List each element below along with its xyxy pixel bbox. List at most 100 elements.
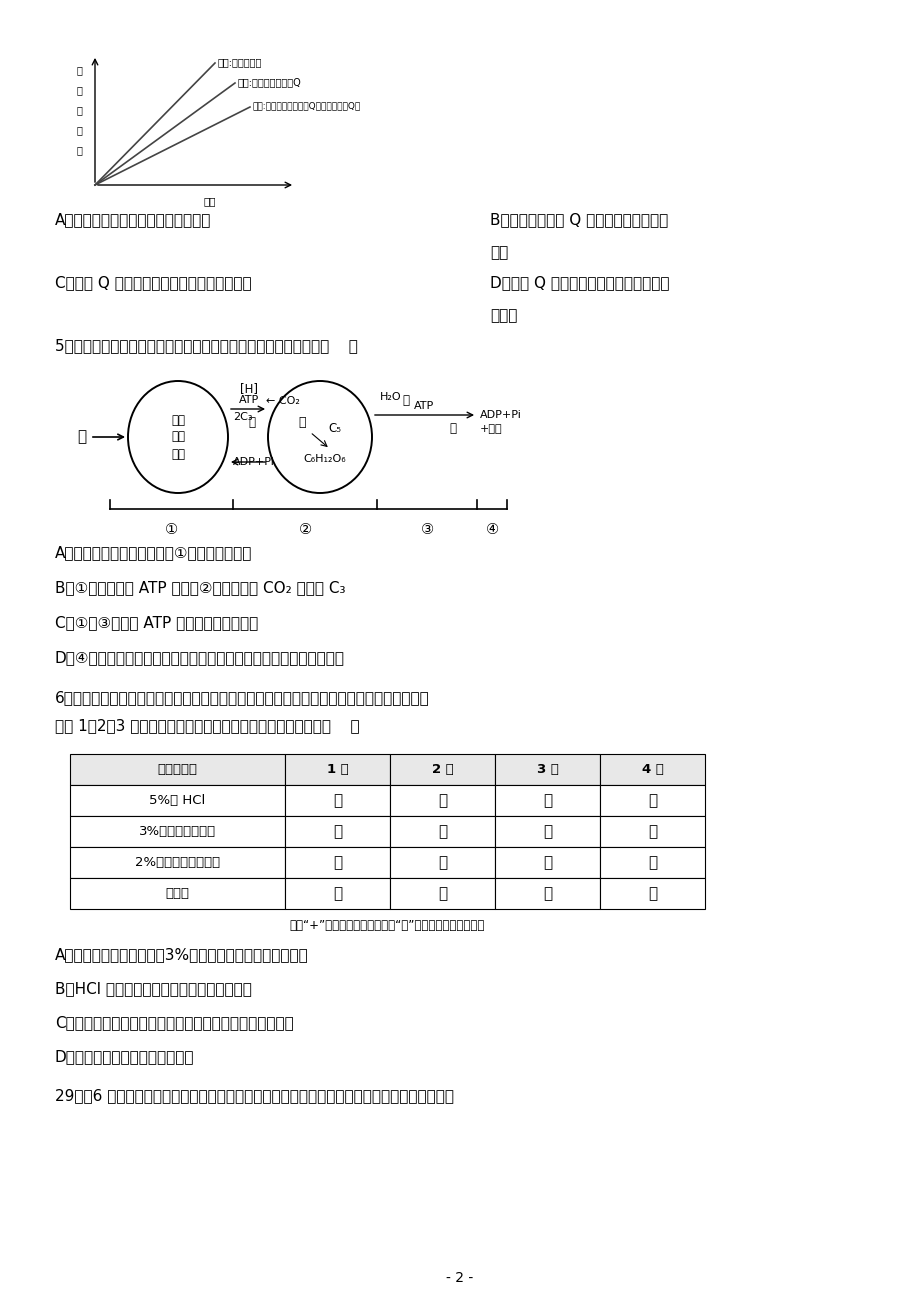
Text: 菌: 菌 — [76, 85, 82, 95]
Text: C．物质 Q 对细菌的繁殖没有直接的抑制作用: C．物质 Q 对细菌的繁殖没有直接的抑制作用 — [55, 275, 252, 290]
Text: ATP: ATP — [414, 401, 434, 411]
Bar — [390, 816, 494, 848]
Text: C₆H₁₂O₆: C₆H₁₂O₆ — [303, 454, 346, 464]
Text: 注：“+”代表添加对应的物质；“－”代表未添加对应的物质: 注：“+”代表添加对应的物质；“－”代表未添加对应的物质 — [289, 919, 484, 932]
Text: ②: ② — [298, 522, 312, 536]
Text: 29．（6 分）某湖泊湿地地势开阔，生物多样性十分丰富，孕育着多种野生植物、野生动物和微: 29．（6 分）某湖泊湿地地势开阔，生物多样性十分丰富，孕育着多种野生植物、野生… — [55, 1088, 453, 1103]
Text: C₅: C₅ — [328, 423, 341, 435]
Text: D．④中的能量可用于肌肉收缩、人的红细胞吸收葡萄糖、兴奋传导等: D．④中的能量可用于肌肉收缩、人的红细胞吸收葡萄糖、兴奋传导等 — [55, 650, 345, 665]
Bar — [70, 878, 285, 909]
Text: ＋: ＋ — [333, 824, 342, 838]
Text: －: － — [333, 793, 342, 809]
Text: 5%的 HCl: 5%的 HCl — [149, 794, 206, 807]
Text: H₂O: H₂O — [380, 392, 402, 402]
Text: - 2 -: - 2 - — [446, 1271, 473, 1285]
Text: C．根据实验结果可判断，酸性条件下淠粉酶是否具有活性: C．根据实验结果可判断，酸性条件下淠粉酶是否具有活性 — [55, 1016, 293, 1030]
Bar — [599, 878, 704, 909]
Text: ＋: ＋ — [437, 793, 447, 809]
Text: 绿叶
中的
色素: 绿叶 中的 色素 — [171, 414, 185, 461]
Text: 酶: 酶 — [448, 423, 456, 435]
Text: 2 组: 2 组 — [431, 763, 453, 776]
Text: 2C₃: 2C₃ — [233, 411, 252, 422]
Text: 酶: 酶 — [248, 415, 255, 428]
Text: 1 组: 1 组 — [326, 763, 348, 776]
Text: A．由检测结果可以推断，3%可溶性淠粉溶液中混有还原糖: A．由检测结果可以推断，3%可溶性淠粉溶液中混有还原糖 — [55, 947, 309, 962]
Text: ← CO₂: ← CO₂ — [266, 396, 300, 406]
Bar — [599, 785, 704, 816]
Text: 死: 死 — [76, 105, 82, 115]
Text: ④: ④ — [485, 522, 498, 536]
Bar — [494, 785, 599, 816]
Text: ＋: ＋ — [647, 885, 656, 901]
Text: 添加的物质: 添加的物质 — [157, 763, 198, 776]
Text: ＋: ＋ — [542, 885, 551, 901]
Text: +能量: +能量 — [480, 424, 502, 434]
Text: ③: ③ — [420, 522, 433, 536]
Text: 时间: 时间 — [203, 197, 216, 206]
Text: C．①、③中合成 ATP 所需的能量来源不同: C．①、③中合成 ATP 所需的能量来源不同 — [55, 615, 258, 630]
Text: A．利福平会抑制细菌细胞的转录过程: A．利福平会抑制细菌细胞的转录过程 — [55, 212, 211, 227]
Text: －: － — [647, 793, 656, 809]
Bar — [599, 848, 704, 878]
Text: －: － — [437, 885, 447, 901]
Text: D．该实验不能证明酶具有专一性: D．该实验不能证明酶具有专一性 — [55, 1049, 194, 1064]
Text: ＋: ＋ — [437, 855, 447, 870]
Bar — [390, 785, 494, 816]
Bar — [285, 754, 390, 785]
Text: 6．生物兴趣小组在四组试管中加入的物质如下表，保温一段时间后，用斑林试剂进行检测，: 6．生物兴趣小组在四组试管中加入的物质如下表，保温一段时间后，用斑林试剂进行检测… — [55, 690, 429, 704]
Text: [H]: [H] — [240, 383, 257, 396]
Text: 4 组: 4 组 — [641, 763, 663, 776]
Bar — [285, 848, 390, 878]
Text: ADP+Pi: ADP+Pi — [480, 410, 521, 421]
Bar — [494, 848, 599, 878]
Bar — [70, 785, 285, 816]
Text: 细: 细 — [76, 65, 82, 76]
Text: 5．下图是生物体内能量供应与利用的示意图，下列说法正确的是（    ）: 5．下图是生物体内能量供应与利用的示意图，下列说法正确的是（ ） — [55, 339, 357, 353]
Bar — [285, 785, 390, 816]
Text: ＋: ＋ — [437, 824, 447, 838]
Text: 甲组:只加利福平: 甲组:只加利福平 — [218, 57, 262, 66]
Text: ＋: ＋ — [542, 793, 551, 809]
Bar — [494, 754, 599, 785]
Text: ①: ① — [165, 522, 177, 536]
Text: －: － — [647, 855, 656, 870]
Bar — [70, 848, 285, 878]
Text: 变量: 变量 — [490, 245, 507, 260]
Bar — [285, 878, 390, 909]
Bar — [390, 878, 494, 909]
Text: ＋: ＋ — [333, 885, 342, 901]
Bar — [599, 754, 704, 785]
Text: 蕍馏水: 蕍馏水 — [165, 887, 189, 900]
Text: ＋: ＋ — [333, 855, 342, 870]
Text: ＋: ＋ — [647, 824, 656, 838]
Text: 丙组:不加利福平和物质Q（或只加物质Q）: 丙组:不加利福平和物质Q（或只加物质Q） — [253, 102, 361, 111]
Text: 发现 1、2、3 组均出现了砖红色沉淠。下列有关叙述错误的是（    ）: 发现 1、2、3 组均出现了砖红色沉淠。下列有关叙述错误的是（ ） — [55, 717, 359, 733]
Text: B．利福平和物质 Q 的浓度是该实验的自: B．利福平和物质 Q 的浓度是该实验的自 — [490, 212, 667, 227]
Bar — [390, 754, 494, 785]
Bar — [285, 816, 390, 848]
Text: ＋: ＋ — [542, 824, 551, 838]
Bar — [599, 816, 704, 848]
Bar — [70, 754, 285, 785]
Text: B．HCl 具有降低淠粉水解所需活化能的作用: B．HCl 具有降低淠粉水解所需活化能的作用 — [55, 980, 252, 996]
Text: 酶: 酶 — [402, 395, 409, 408]
Text: 3%可溶性淠粉溶液: 3%可溶性淠粉溶液 — [139, 825, 216, 838]
Text: 率: 率 — [76, 145, 82, 155]
Bar — [390, 848, 494, 878]
Text: 制作用: 制作用 — [490, 309, 516, 323]
Text: ADP+Pi: ADP+Pi — [233, 457, 275, 467]
Text: 光: 光 — [77, 430, 85, 444]
Text: 乙组:加利福平和物质Q: 乙组:加利福平和物质Q — [238, 77, 301, 87]
Text: 酶: 酶 — [298, 415, 305, 428]
Text: 3 组: 3 组 — [536, 763, 558, 776]
Text: ATP: ATP — [239, 395, 259, 405]
Bar — [494, 816, 599, 848]
Text: 2%的新鲜淠粉酶溶液: 2%的新鲜淠粉酶溶液 — [135, 855, 220, 868]
Text: A．只有绻色植物才具有进行①过程所需的色素: A．只有绻色植物才具有进行①过程所需的色素 — [55, 546, 252, 560]
Text: B．①过程产生的 ATP 只用于②过程中固定 CO₂ 和还原 C₃: B．①过程产生的 ATP 只用于②过程中固定 CO₂ 和还原 C₃ — [55, 579, 346, 595]
Bar — [494, 878, 599, 909]
Text: －: － — [542, 855, 551, 870]
Text: D．物质 Q 会减弱利福平对细菌繁殖的抑: D．物质 Q 会减弱利福平对细菌繁殖的抑 — [490, 275, 669, 290]
Text: 亡: 亡 — [76, 125, 82, 135]
Bar — [70, 816, 285, 848]
